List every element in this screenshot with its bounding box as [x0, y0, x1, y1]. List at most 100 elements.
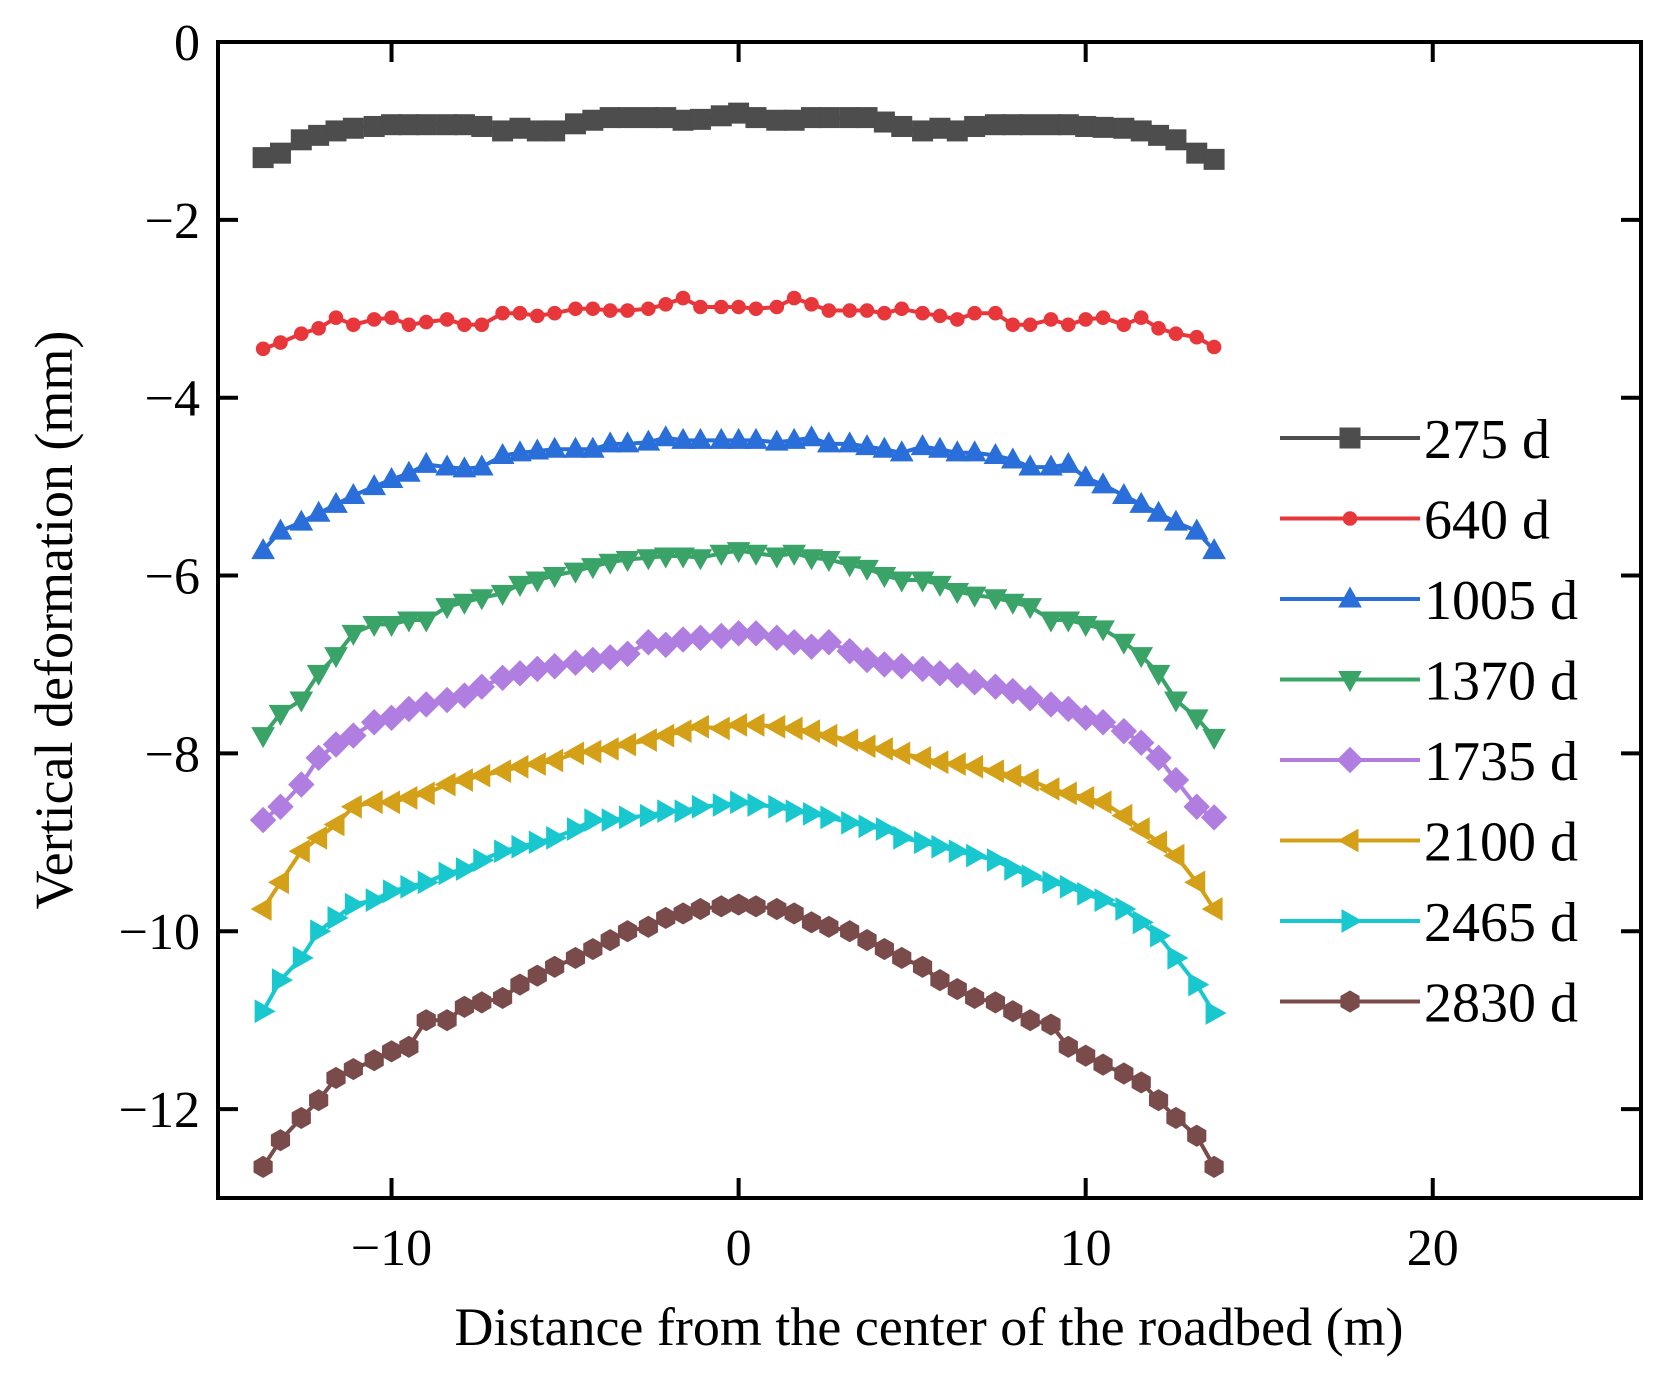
data-point: [1043, 312, 1059, 327]
data-point: [473, 848, 495, 872]
data-point: [565, 946, 586, 969]
data-point: [1164, 691, 1188, 713]
data-point: [469, 763, 491, 788]
data-point: [288, 771, 315, 798]
data-point: [746, 895, 766, 918]
data-point: [837, 728, 859, 752]
data-point: [1041, 1013, 1061, 1036]
data-point: [1004, 857, 1026, 881]
data-point: [967, 305, 982, 321]
data-point: [322, 731, 350, 758]
data-point: [541, 653, 568, 680]
data-point: [915, 305, 930, 321]
data-point: [1076, 1044, 1096, 1067]
data-point: [709, 427, 734, 449]
data-point: [306, 664, 331, 686]
data-point: [414, 451, 439, 473]
data-point: [889, 571, 914, 593]
data-point: [693, 299, 708, 315]
data-point: [469, 589, 494, 611]
data-point: [323, 812, 345, 837]
data-point: [289, 509, 314, 531]
data-point: [804, 297, 819, 312]
data-point: [434, 772, 456, 797]
y-tick-label: −2: [145, 193, 200, 250]
data-point: [688, 427, 713, 449]
data-point: [310, 919, 332, 944]
series-line: [261, 435, 1216, 552]
data-point: [601, 808, 623, 832]
data-point: [400, 874, 422, 899]
data-point: [249, 806, 277, 834]
data-point: [815, 629, 843, 656]
data-point: [781, 716, 803, 741]
series-1005-d: [251, 425, 1226, 560]
data-point: [688, 549, 713, 571]
data-point: [1165, 129, 1187, 151]
data-point: [1038, 777, 1060, 801]
data-point: [1091, 472, 1115, 494]
data-point: [254, 999, 276, 1024]
data-point: [530, 308, 545, 324]
legend-item: 275 d: [1280, 409, 1550, 471]
data-point: [366, 312, 382, 327]
data-point: [568, 301, 583, 317]
data-point: [617, 107, 639, 129]
data-point: [455, 857, 477, 881]
y-tick-label: −6: [145, 549, 200, 606]
data-point: [542, 436, 567, 458]
data-point: [1203, 148, 1225, 170]
data-point: [306, 500, 331, 522]
data-point: [1112, 482, 1136, 505]
data-point: [528, 830, 550, 855]
data-point: [454, 995, 475, 1018]
data-point: [802, 801, 825, 826]
data-point: [1016, 685, 1044, 712]
data-point: [1089, 709, 1117, 736]
legend-label: 640 d: [1424, 490, 1550, 552]
legend-item: 2100 d: [1280, 812, 1578, 874]
data-point: [892, 946, 912, 969]
data-point: [490, 442, 515, 464]
data-point: [1205, 1001, 1227, 1025]
data-point: [415, 114, 437, 136]
data-point: [324, 491, 348, 513]
data-point: [674, 799, 696, 824]
data-point: [580, 739, 602, 764]
data-point: [1151, 321, 1166, 336]
data-point: [474, 317, 490, 333]
data-point: [747, 793, 769, 817]
data-point: [730, 790, 752, 815]
data-point: [748, 301, 764, 317]
data-point: [872, 567, 897, 589]
y-tick-label: −10: [119, 904, 200, 961]
data-point: [1005, 317, 1021, 333]
data-point: [962, 586, 987, 608]
data-point: [364, 1049, 384, 1072]
data-point: [1091, 620, 1115, 642]
data-point: [1073, 615, 1098, 637]
data-point: [490, 759, 512, 784]
data-point: [818, 107, 840, 129]
data-point: [271, 968, 293, 992]
series-1370-d: [251, 542, 1226, 750]
data-point: [341, 624, 366, 646]
data-point: [1166, 1106, 1186, 1130]
data-point: [931, 834, 953, 859]
data-point: [542, 567, 567, 589]
legend-item: 1005 d: [1280, 570, 1578, 632]
data-point: [580, 436, 605, 458]
data-point: [799, 549, 824, 571]
legend-swatch-marker: [1339, 427, 1361, 449]
data-point: [914, 830, 936, 855]
data-point: [251, 727, 275, 749]
legend-label: 1005 d: [1424, 570, 1578, 632]
data-point: [819, 915, 839, 938]
data-point: [327, 906, 349, 930]
data-point: [1128, 817, 1150, 841]
data-point: [511, 834, 533, 859]
data-point: [379, 615, 404, 637]
data-point: [344, 892, 366, 917]
legend-item: 1735 d: [1280, 731, 1578, 793]
